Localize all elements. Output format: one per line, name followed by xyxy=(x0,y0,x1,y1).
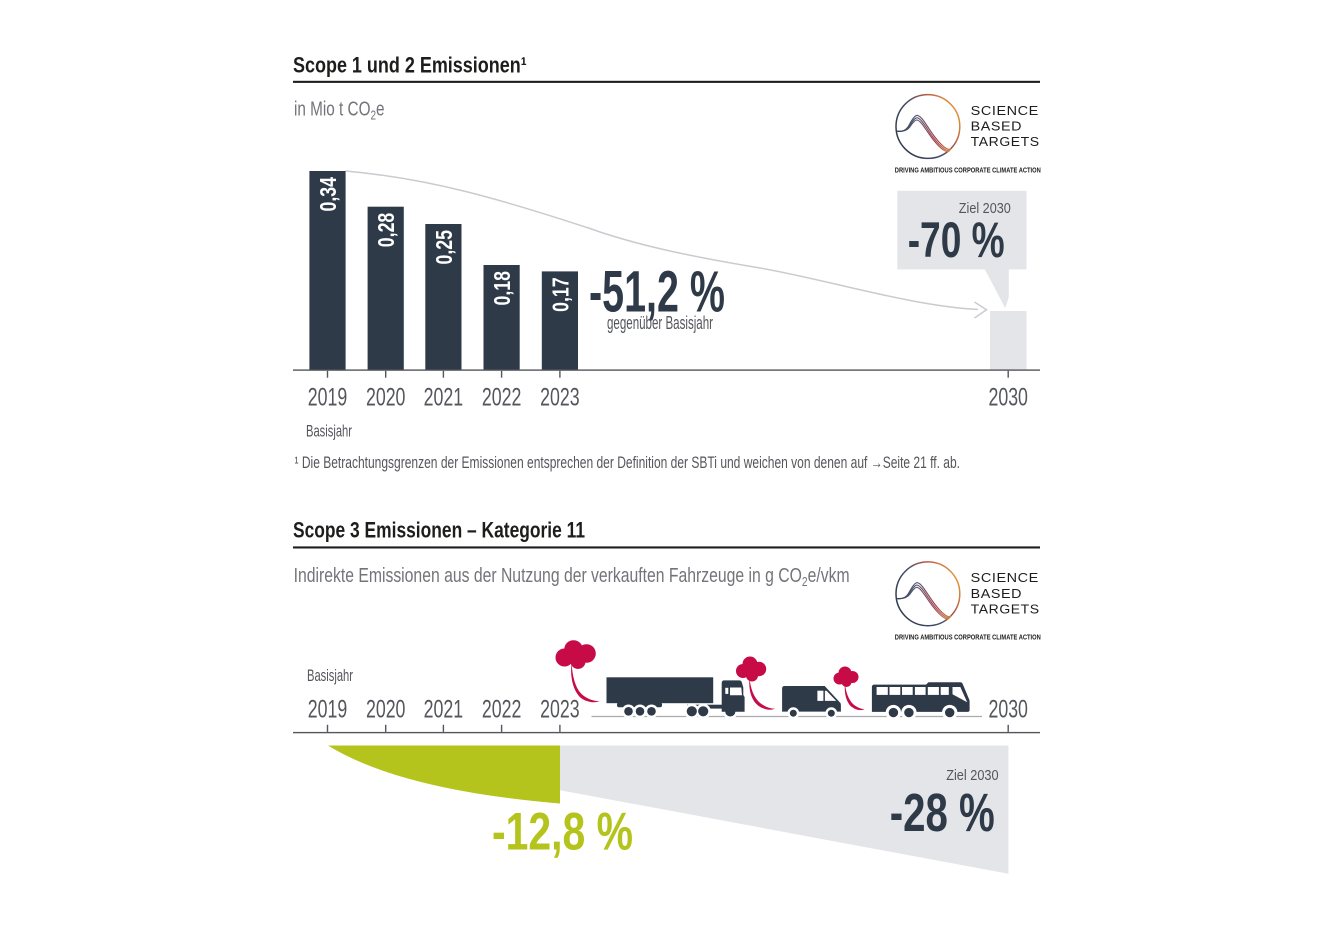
svg-text:2020: 2020 xyxy=(366,385,406,412)
svg-text:0,28: 0,28 xyxy=(373,213,399,248)
svg-text:2023: 2023 xyxy=(540,696,580,723)
svg-text:2022: 2022 xyxy=(482,696,522,723)
svg-text:-51,2 %: -51,2 % xyxy=(589,260,725,325)
svg-text:0,34: 0,34 xyxy=(315,177,341,212)
svg-text:0,25: 0,25 xyxy=(431,230,457,265)
svg-text:-28 %: -28 % xyxy=(890,784,995,843)
svg-text:Ziel 2030: Ziel 2030 xyxy=(959,200,1011,217)
svg-text:-70 %: -70 % xyxy=(908,212,1005,268)
svg-text:2023: 2023 xyxy=(540,385,580,412)
svg-text:in Mio t CO2e: in Mio t CO2e xyxy=(294,98,385,122)
svg-text:2021: 2021 xyxy=(424,696,464,723)
svg-text:0,17: 0,17 xyxy=(547,277,573,312)
svg-text:Scope 3 Emissionen – Kategorie: Scope 3 Emissionen – Kategorie 11 xyxy=(293,518,585,543)
svg-text:Basisjahr: Basisjahr xyxy=(306,422,352,441)
svg-text:Indirekte Emissionen aus der N: Indirekte Emissionen aus der Nutzung der… xyxy=(294,565,850,589)
svg-text:2020: 2020 xyxy=(366,696,406,723)
svg-text:Basisjahr: Basisjahr xyxy=(307,666,353,685)
svg-text:¹ Die Betrachtungsgrenzen der: ¹ Die Betrachtungsgrenzen der Emissionen… xyxy=(295,454,961,472)
svg-text:Ziel 2030: Ziel 2030 xyxy=(946,767,998,784)
svg-text:2019: 2019 xyxy=(308,696,348,723)
svg-text:2030: 2030 xyxy=(988,696,1028,723)
svg-text:2022: 2022 xyxy=(482,385,522,412)
svg-text:-12,8 %: -12,8 % xyxy=(492,803,633,862)
svg-text:gegenüber Basisjahr: gegenüber Basisjahr xyxy=(607,313,713,333)
svg-text:2030: 2030 xyxy=(988,385,1028,412)
svg-text:0,18: 0,18 xyxy=(489,271,515,306)
svg-text:Scope 1 und 2 Emissionen¹: Scope 1 und 2 Emissionen¹ xyxy=(293,52,527,77)
svg-text:2021: 2021 xyxy=(424,385,464,412)
svg-text:2019: 2019 xyxy=(308,385,348,412)
